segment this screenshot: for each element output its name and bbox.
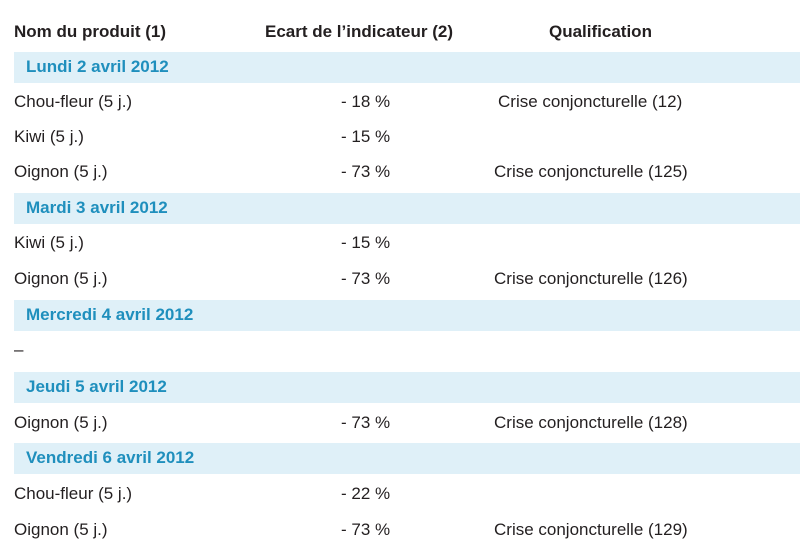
table-row: Kiwi (5 j.) - 15 % [0,226,800,260]
qualification-cell: Crise conjoncturelle (12) [498,92,683,111]
day-label: Mardi 3 avril 2012 [26,198,168,217]
column-header-product: Nom du produit (1) [14,22,167,41]
qualification-cell: Crise conjoncturelle (128) [494,413,688,432]
day-label: Lundi 2 avril 2012 [26,57,169,76]
indicator-cell: - 73 % [341,162,391,181]
column-header-qualification: Qualification [549,22,652,41]
table-row: Kiwi (5 j.) - 15 % [0,120,800,154]
day-band-tuesday: Mardi 3 avril 2012 [14,193,800,224]
indicator-cell: - 18 % [341,92,391,111]
table-row: Oignon (5 j.) - 73 % Crise conjoncturell… [0,262,800,296]
product-cell: Oignon (5 j.) [14,520,108,539]
day-band-thursday: Jeudi 5 avril 2012 [14,372,800,403]
qualification-cell: Crise conjoncturelle (125) [494,162,688,181]
day-band-wednesday: Mercredi 4 avril 2012 [14,300,800,331]
product-cell: Oignon (5 j.) [14,269,108,288]
indicator-cell: - 73 % [341,413,391,432]
day-band-friday: Vendredi 6 avril 2012 [14,443,800,474]
table-row: Chou-fleur (5 j.) - 18 % Crise conjonctu… [0,85,800,119]
table-row: Oignon (5 j.) - 73 % Crise conjoncturell… [0,155,800,189]
product-cell: Kiwi (5 j.) [14,233,84,252]
qualification-cell: Crise conjoncturelle (126) [494,269,688,288]
qualification-cell: Crise conjoncturelle (129) [494,520,688,539]
indicator-cell: - 73 % [341,520,391,539]
product-cell: Kiwi (5 j.) [14,127,84,146]
day-band-monday: Lundi 2 avril 2012 [14,52,800,83]
day-label: Jeudi 5 avril 2012 [26,377,167,396]
product-cell: Chou-fleur (5 j.) [14,92,133,111]
table-row: Oignon (5 j.) - 73 % Crise conjoncturell… [0,406,800,440]
column-header-indicator: Ecart de l’indicateur (2) [265,22,453,41]
product-cell: Oignon (5 j.) [14,162,108,181]
indicator-cell: - 15 % [341,233,391,252]
table-row: Chou-fleur (5 j.) - 22 % [0,477,800,511]
table-header: Nom du produit (1) Ecart de l’indicateur… [0,12,800,50]
table-row: Oignon (5 j.) - 73 % Crise conjoncturell… [0,513,800,547]
product-cell: Oignon (5 j.) [14,413,108,432]
day-label: Vendredi 6 avril 2012 [26,448,195,467]
product-cell: Chou-fleur (5 j.) [14,484,133,503]
indicator-cell: - 22 % [341,484,391,503]
indicator-cell: - 73 % [341,269,391,288]
indicator-cell: - 15 % [341,127,391,146]
day-label: Mercredi 4 avril 2012 [26,305,194,324]
no-entry-dash: – [14,340,24,359]
